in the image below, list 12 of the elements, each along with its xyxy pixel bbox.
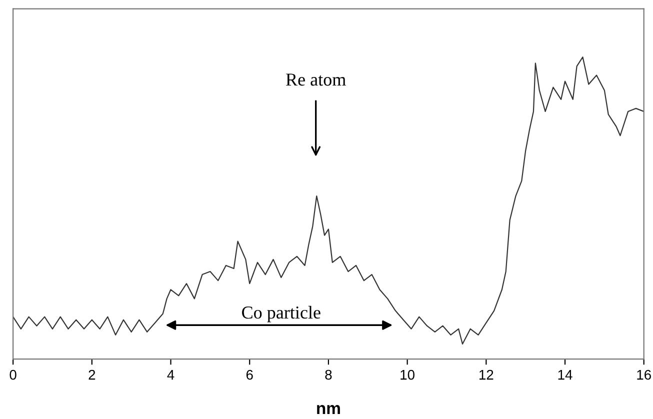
x-tick-label: 2 bbox=[88, 370, 96, 380]
x-tick-label: 6 bbox=[246, 370, 253, 380]
x-tick-label: 0 bbox=[10, 370, 16, 380]
annotation: Co particle bbox=[242, 306, 320, 322]
x-tick-label: 16 bbox=[637, 370, 651, 380]
x-tick-label: 10 bbox=[400, 370, 414, 380]
annotation: Re atom bbox=[286, 74, 346, 86]
x-tick-label: 8 bbox=[325, 370, 332, 380]
x-tick-label: 4 bbox=[167, 370, 174, 380]
x-tick-label: 12 bbox=[479, 370, 494, 380]
x-tick-label: 14 bbox=[558, 370, 572, 380]
x-axis-title: nm bbox=[317, 404, 340, 414]
